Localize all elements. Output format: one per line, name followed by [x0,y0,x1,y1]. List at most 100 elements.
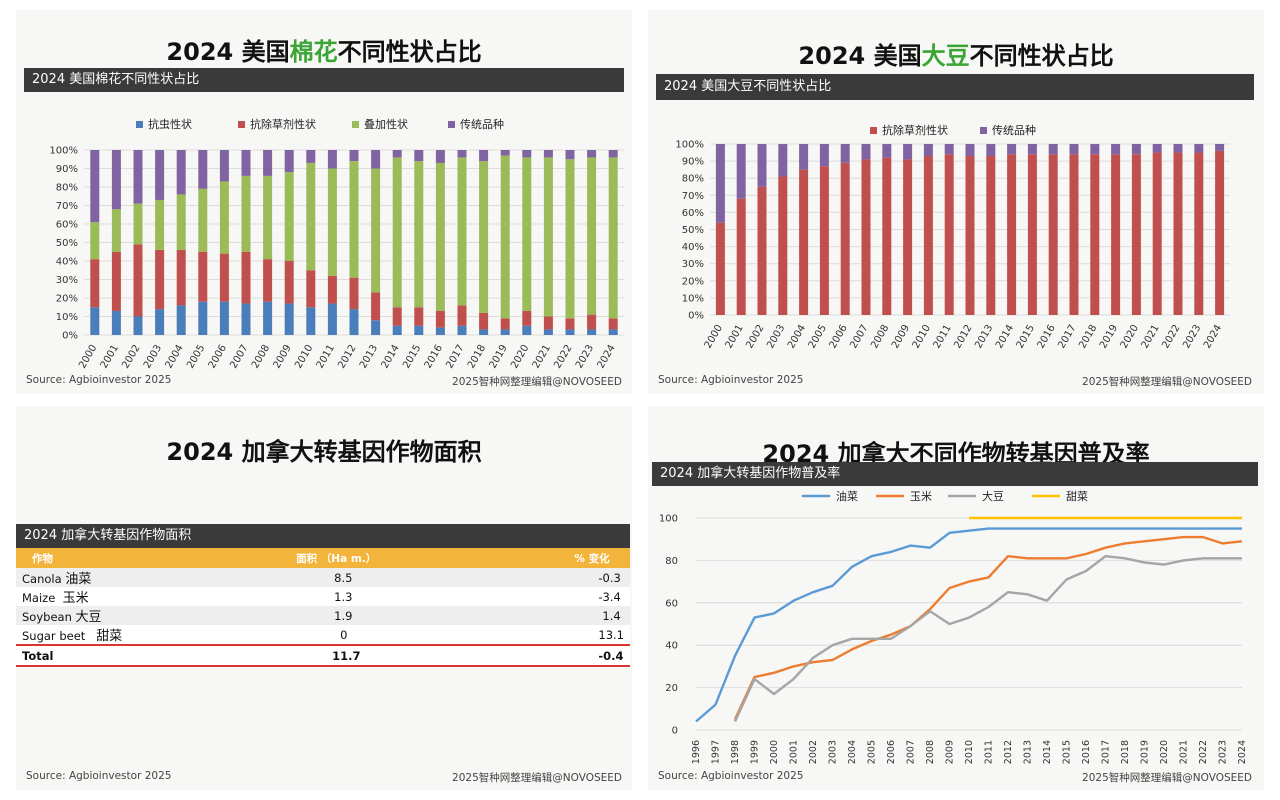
y-tick-label: 90% [56,164,78,175]
area-cell: 0 [290,625,469,645]
legend-swatch [980,127,987,134]
x-tick-label: 2006 [828,323,850,351]
legend-label: 抗除草剂性状 [250,117,316,131]
bar-segment [923,155,933,315]
x-tick-label: 2016 [423,343,445,371]
bar-segment [111,310,121,335]
bar-segment [565,159,575,319]
x-tick-label: 2013 [358,343,380,371]
bar-segment [1007,154,1017,315]
bar-segment [435,327,445,335]
y-tick-label: 0% [688,311,704,322]
bar-segment [944,144,954,155]
x-tick-label: 2010 [964,740,975,764]
legend-swatch [136,121,143,128]
y-tick-label: 50% [56,238,78,249]
bar-segment [349,309,359,335]
y-tick-label: 10% [682,293,704,304]
series-line [733,555,1242,723]
bar-segment [241,303,251,335]
x-tick-label: 2012 [336,343,358,371]
bar-segment [241,150,251,176]
canada-area-header: 2024 加拿大转基因作物面积 [16,524,630,548]
x-tick-label: 2020 [1119,323,1141,351]
x-tick-label: 2005 [185,343,207,371]
canada-adoption-header: 2024 加拿大转基因作物普及率 [652,462,1258,486]
x-tick-label: 2023 [1181,323,1203,351]
area-cell: 1.9 [290,606,469,625]
soy-title: 2024 美国大豆不同性状占比 [798,42,1114,70]
cotton-credit: 2025智种网整理编辑@NOVOSEED [452,376,622,388]
x-tick-label: 2014 [380,343,402,371]
legend-label: 传统品种 [992,123,1036,137]
y-tick-label: 40% [682,242,704,253]
x-tick-label: 2017 [444,343,466,371]
x-tick-label: 2005 [807,323,829,351]
col-change: % 变化 [468,548,630,568]
x-tick-label: 2007 [228,343,250,371]
bar-segment [778,144,788,177]
soy-chart: 0%10%20%30%40%50%60%70%80%90%100%2000200… [675,123,1230,351]
x-tick-label: 2022 [1198,740,1209,764]
bar-segment [284,303,294,335]
y-tick-label: 30% [56,275,78,286]
x-tick-label: 2016 [1036,323,1058,351]
bar-segment [608,318,618,330]
y-tick-label: 40% [56,257,78,268]
col-area: 面积 （Ha m.） [290,548,469,568]
bar-segment [176,194,186,250]
bar-segment [198,301,208,335]
bar-segment [1090,154,1100,315]
bar-segment [176,249,186,306]
bar-segment [608,150,618,158]
bar-segment [522,325,532,335]
bar-segment [327,168,337,276]
bar-segment [90,150,100,223]
bar-segment [133,244,143,317]
bar-segment [284,261,294,304]
x-tick-label: 2015 [1015,323,1037,351]
y-tick-label: 80% [682,174,704,185]
x-tick-label: 2007 [848,323,870,351]
bar-segment [715,144,725,223]
x-tick-label: 2024 [596,343,618,371]
bar-segment [543,329,553,335]
x-tick-label: 2021 [1140,323,1162,351]
x-tick-label: 2007 [906,740,917,764]
bar-segment [263,301,273,335]
x-tick-label: 2013 [973,323,995,351]
y-tick-label: 40 [665,641,678,652]
legend-label: 叠加性状 [364,117,408,131]
bar-segment [371,292,381,321]
x-tick-label: 1996 [691,740,702,764]
x-tick-label: 2006 [207,343,229,371]
bar-segment [500,155,510,319]
series-line [695,527,1242,723]
bar-segment [1111,154,1121,315]
col-crop: 作物 [16,548,291,568]
legend-swatch [238,121,245,128]
bar-segment [799,144,809,170]
bar-segment [500,150,510,156]
bar-segment [414,161,424,308]
bar-segment [327,150,337,169]
legend-label: 油菜 [836,489,858,503]
bar-segment [587,150,597,158]
x-tick-label: 2014 [1042,740,1053,764]
bar-segment [965,144,975,156]
bar-segment [1173,144,1183,153]
x-tick-label: 2008 [869,323,891,351]
x-tick-label: 2013 [1023,740,1034,764]
area-cell: 1.3 [290,587,469,606]
x-tick-label: 1998 [730,740,741,764]
bar-segment [944,154,954,315]
table-row: Maize 玉米 1.3 -3.4 [16,587,630,606]
y-tick-label: 100% [675,140,704,151]
total-change: -0.4 [468,644,630,667]
total-area: 11.7 [290,644,469,667]
x-tick-label: 2010 [293,343,315,371]
bar-segment [198,188,208,252]
bar-segment [522,157,532,311]
bar-segment [1027,144,1037,155]
panel-us-cotton: 2024 美国棉花不同性状占比 2024 美国棉花不同性状占比 0% 10% 20%… [16,10,632,394]
